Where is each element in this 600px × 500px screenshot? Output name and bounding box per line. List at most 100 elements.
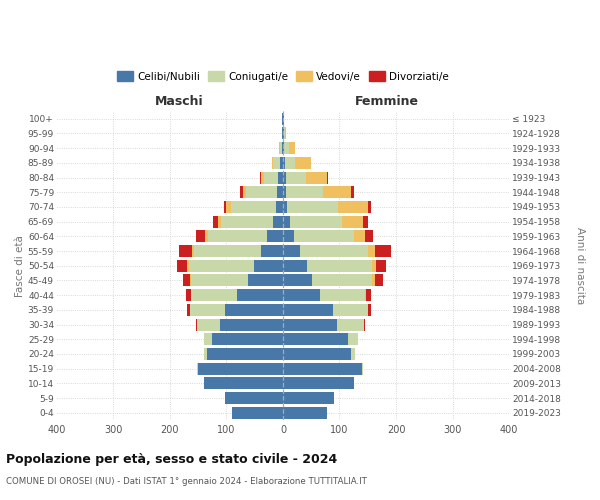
Bar [364, 318, 365, 330]
Bar [287, 201, 338, 213]
Y-axis label: Fasce di età: Fasce di età [15, 235, 25, 296]
Bar [187, 304, 190, 316]
Bar [220, 318, 283, 330]
Bar [305, 172, 327, 183]
Bar [368, 201, 371, 213]
Bar [206, 348, 283, 360]
Bar [267, 230, 283, 242]
Bar [286, 186, 323, 198]
Bar [278, 172, 283, 183]
Bar [188, 260, 254, 272]
Bar [208, 230, 267, 242]
Bar [187, 260, 188, 272]
Bar [262, 245, 283, 257]
Bar [280, 142, 282, 154]
Bar [277, 186, 283, 198]
Bar [284, 142, 289, 154]
Bar [295, 157, 311, 169]
Bar [196, 318, 197, 330]
Bar [283, 362, 362, 374]
Bar [191, 274, 248, 286]
Bar [283, 378, 353, 390]
Bar [283, 216, 290, 228]
Bar [232, 407, 283, 419]
Bar [372, 274, 374, 286]
Bar [248, 274, 283, 286]
Bar [214, 216, 218, 228]
Bar [366, 289, 371, 301]
Bar [190, 274, 191, 286]
Bar [283, 304, 332, 316]
Bar [280, 157, 283, 169]
Bar [283, 201, 287, 213]
Bar [323, 186, 352, 198]
Bar [236, 289, 283, 301]
Bar [283, 186, 286, 198]
Bar [197, 318, 220, 330]
Bar [283, 333, 348, 345]
Bar [184, 274, 190, 286]
Bar [179, 245, 192, 257]
Bar [177, 260, 187, 272]
Bar [365, 289, 366, 301]
Bar [205, 230, 208, 242]
Bar [204, 348, 206, 360]
Bar [289, 142, 295, 154]
Bar [194, 245, 262, 257]
Bar [191, 289, 236, 301]
Bar [283, 274, 313, 286]
Bar [254, 260, 283, 272]
Bar [337, 318, 364, 330]
Bar [348, 333, 358, 345]
Bar [352, 186, 354, 198]
Bar [362, 362, 363, 374]
Bar [283, 142, 284, 154]
Bar [221, 216, 273, 228]
Bar [204, 378, 283, 390]
Bar [283, 318, 337, 330]
Bar [283, 230, 294, 242]
Bar [290, 216, 342, 228]
Bar [264, 172, 278, 183]
Bar [283, 157, 285, 169]
Bar [374, 245, 391, 257]
Bar [313, 274, 372, 286]
Bar [332, 304, 368, 316]
Bar [374, 274, 383, 286]
Bar [246, 186, 277, 198]
Bar [197, 362, 198, 374]
Bar [243, 186, 246, 198]
Bar [283, 245, 300, 257]
Bar [224, 201, 226, 213]
Bar [368, 304, 371, 316]
Bar [294, 230, 353, 242]
Bar [205, 333, 212, 345]
Bar [196, 230, 205, 242]
Bar [212, 333, 283, 345]
Bar [338, 201, 368, 213]
Bar [363, 216, 368, 228]
Bar [351, 348, 355, 360]
Bar [320, 289, 365, 301]
Bar [261, 172, 264, 183]
Bar [372, 260, 376, 272]
Bar [260, 172, 261, 183]
Text: Maschi: Maschi [155, 96, 203, 108]
Bar [186, 289, 191, 301]
Bar [240, 186, 243, 198]
Bar [283, 260, 307, 272]
Bar [376, 260, 386, 272]
Bar [190, 304, 225, 316]
Bar [272, 157, 274, 169]
Bar [284, 128, 286, 140]
Bar [368, 245, 374, 257]
Bar [283, 172, 286, 183]
Bar [218, 216, 221, 228]
Bar [225, 304, 283, 316]
Bar [231, 201, 276, 213]
Bar [307, 260, 372, 272]
Bar [283, 407, 327, 419]
Bar [225, 392, 283, 404]
Bar [276, 201, 283, 213]
Bar [198, 362, 283, 374]
